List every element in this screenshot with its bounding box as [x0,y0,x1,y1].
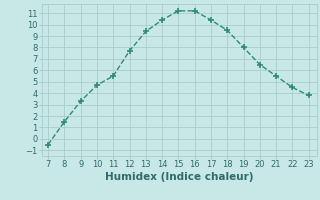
X-axis label: Humidex (Indice chaleur): Humidex (Indice chaleur) [105,172,253,182]
